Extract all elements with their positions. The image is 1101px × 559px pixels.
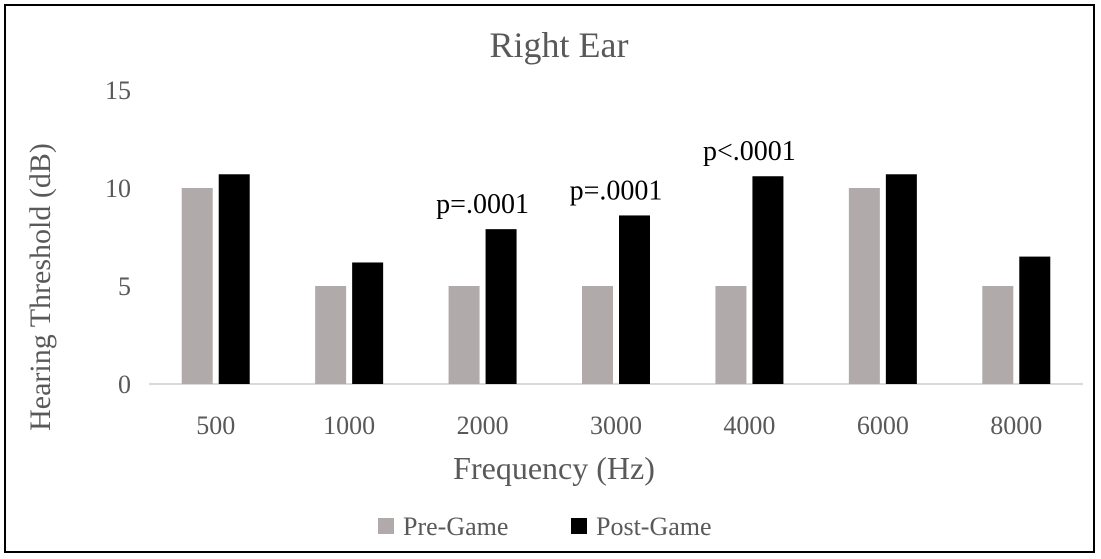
post-game-bar-6000 (885, 174, 917, 384)
bar-chart: Right Ear Hearing Threshold (dB) Frequen… (24, 25, 1083, 541)
p-value-annotation: p=.0001 (436, 189, 529, 220)
y-tick-label: 0 (118, 370, 131, 399)
y-axis-label: Hearing Threshold (dB) (24, 143, 57, 431)
post-game-bar-3000 (619, 215, 650, 384)
post-game-bar-2000 (485, 229, 517, 384)
y-tick-label: 15 (105, 76, 131, 105)
post-game-bar-500 (218, 174, 250, 384)
pre-game-bar-500 (181, 188, 213, 384)
legend-label-post-game: Post-Game (596, 512, 712, 541)
x-axis-label: Frequency (Hz) (453, 450, 655, 486)
post-game-bar-4000 (752, 176, 784, 384)
pre-game-bar-8000 (982, 286, 1014, 384)
chart-title: Right Ear (490, 25, 629, 65)
p-value-annotation: p<.0001 (703, 136, 796, 167)
pre-game-bar-3000 (582, 286, 613, 384)
y-axis-ticks: 0 5 10 15 (105, 76, 131, 399)
x-tick-label: 8000 (990, 411, 1042, 440)
x-tick-label: 2000 (457, 411, 509, 440)
x-tick-label: 3000 (590, 411, 642, 440)
x-axis-ticks: 500 1000 2000 3000 4000 6000 8000 (196, 411, 1042, 440)
annotations-group: p=.0001 p=.0001 p<.0001 (436, 136, 796, 220)
legend: Pre-Game Post-Game (378, 512, 712, 541)
pre-game-bar-4000 (715, 286, 747, 384)
legend-swatch-post-game (571, 518, 587, 534)
pre-game-bar-6000 (848, 188, 880, 384)
post-game-bar-1000 (352, 262, 384, 384)
x-tick-label: 6000 (857, 411, 909, 440)
x-tick-label: 1000 (323, 411, 375, 440)
post-game-bar-8000 (1019, 256, 1051, 384)
bars-group (181, 174, 1051, 384)
legend-label-pre-game: Pre-Game (403, 512, 508, 541)
p-value-annotation: p=.0001 (570, 175, 663, 206)
pre-game-bar-2000 (448, 286, 480, 384)
y-tick-label: 10 (105, 174, 131, 203)
chart-frame: Right Ear Hearing Threshold (dB) Frequen… (4, 4, 1095, 553)
legend-swatch-pre-game (378, 518, 394, 534)
pre-game-bar-1000 (315, 286, 347, 384)
y-tick-label: 5 (118, 272, 131, 301)
x-tick-label: 4000 (723, 411, 775, 440)
x-tick-label: 500 (196, 411, 235, 440)
